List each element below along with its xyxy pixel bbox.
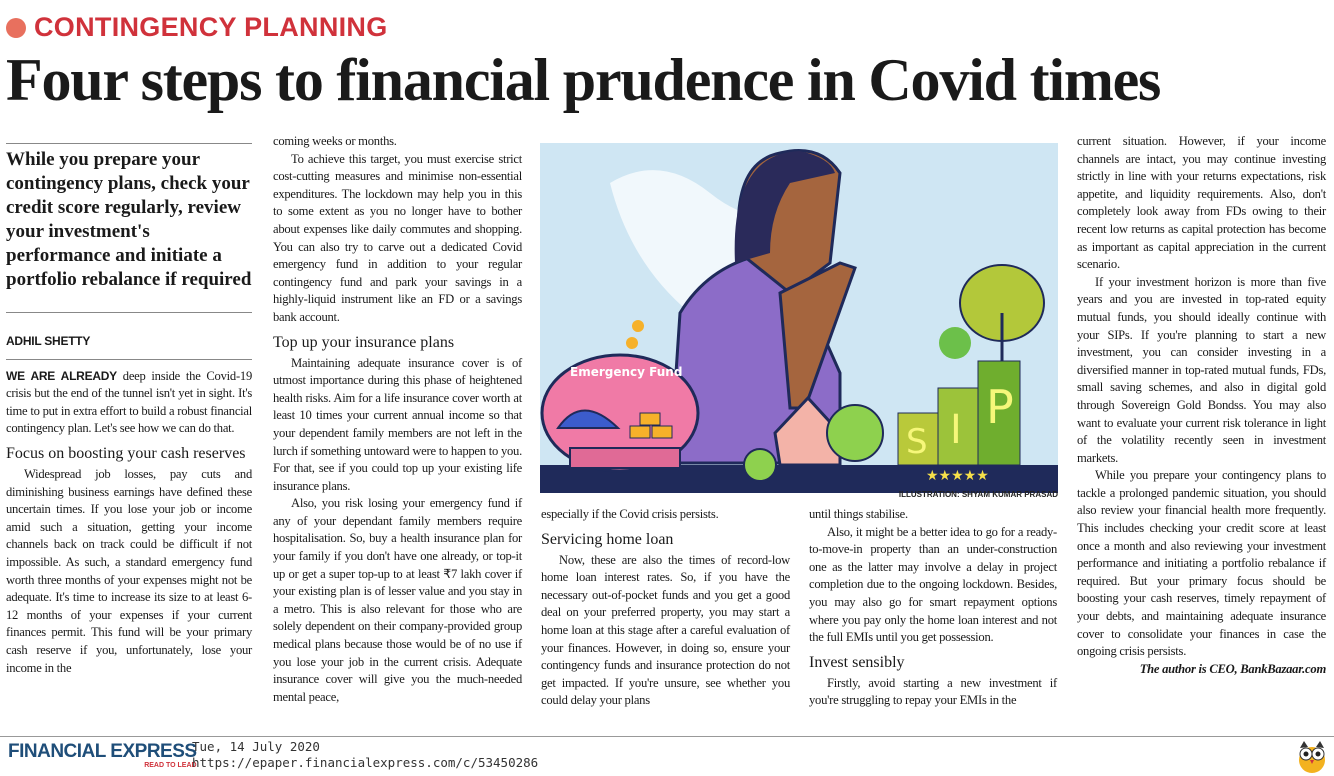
paragraph: To achieve this target, you must exercis…: [273, 151, 522, 324]
illustration: Emergency Fund S I P ★★★★★: [540, 143, 1058, 493]
headline: Four steps to financial prudence in Covi…: [6, 47, 1161, 113]
paragraph: Firstly, avoid starting a new investment…: [809, 675, 1057, 708]
footer-divider: [0, 736, 1334, 737]
coin-icon: [632, 320, 644, 332]
umbrella-icon: [556, 409, 621, 429]
sip-bar-p: [977, 360, 1021, 466]
subheading: Invest sensibly: [809, 653, 905, 671]
gold-bar-icon: [639, 412, 661, 426]
paragraph: current situation. However, if your inco…: [1077, 134, 1326, 272]
financial-express-logo[interactable]: FINANCIAL EXPRESS READ TO LEAD: [8, 741, 197, 770]
paragraph: Also, you risk losing your emergency fun…: [273, 496, 522, 704]
paragraph: until things stabilise.: [809, 507, 908, 521]
tree-icon: [939, 327, 971, 359]
bush-icon: [743, 448, 777, 482]
sip-letter: S: [906, 422, 928, 462]
section-kicker: CONTINGENCY PLANNING: [6, 12, 388, 43]
lead-in: WE ARE ALREADY: [6, 368, 117, 383]
bullet-dot-icon: [6, 17, 26, 38]
subheading: Top up your insurance plans: [273, 333, 455, 351]
epaper-url[interactable]: https://epaper.financialexpress.com/c/53…: [192, 755, 539, 770]
article-column-3: especially if the Covid crisis persists.…: [541, 506, 790, 710]
byline: ADHIL SHETTY: [6, 325, 252, 360]
illustration-credit: ILLUSTRATION: SHYAM KUMAR PRASAD: [898, 490, 1058, 499]
paragraph: coming weeks or months.: [273, 134, 397, 148]
author-note: The author is CEO, BankBazaar.com: [1139, 661, 1327, 676]
piggy-bank: [540, 353, 700, 473]
emergency-fund-label: Emergency Fund: [570, 365, 682, 379]
lead-paragraph: WE ARE ALREADY deep inside the Covid-19 …: [6, 368, 252, 438]
sip-bar-s: [897, 412, 939, 466]
rating-stars: ★★★★★: [926, 469, 989, 484]
publication-date: Tue, 14 July 2020: [192, 739, 320, 754]
paragraph: Also, it might be a better idea to go fo…: [809, 524, 1057, 645]
article-column-4: until things stabilise. Also, it might be…: [809, 506, 1057, 710]
sip-letter: P: [986, 380, 1014, 434]
paragraph: Now, these are also the times of record-…: [541, 552, 790, 708]
tree-icon: [826, 404, 884, 462]
paragraph: Maintaining adequate insurance cover is …: [273, 355, 522, 493]
piggy-legs: [569, 447, 681, 469]
man-arm: [778, 261, 857, 410]
subheading: Servicing home loan: [541, 530, 674, 548]
paragraph: especially if the Covid crisis persists.: [541, 507, 719, 521]
gold-bar-icon: [651, 425, 673, 439]
paragraph: If your investment horizon is more than …: [1077, 274, 1326, 465]
paragraph: While you prepare your contingency plans…: [1077, 468, 1326, 659]
article-column-5: current situation. However, if your inco…: [1077, 133, 1326, 678]
article-column-1: While you prepare your contingency plans…: [6, 143, 252, 677]
owl-mascot-icon: [1299, 741, 1325, 773]
coin-icon: [626, 337, 638, 349]
sip-letter: I: [950, 407, 962, 453]
logo-brand: FINANCIAL EXPRESS: [8, 741, 197, 762]
page-meta: Tue, 14 July 2020 https://epaper.financi…: [192, 739, 538, 771]
man-hair: [734, 151, 835, 263]
sip-bar-i: [937, 387, 979, 466]
article-column-2: coming weeks or months. To achieve this t…: [273, 133, 522, 706]
subheading: Focus on boosting your cash reserves: [6, 444, 246, 462]
paragraph-text: deep inside the Covid-19 crisis but the …: [6, 368, 252, 436]
kicker-text: CONTINGENCY PLANNING: [34, 12, 388, 42]
gold-bar-icon: [629, 425, 651, 439]
paragraph: Widespread job losses, pay cuts and dimi…: [6, 466, 252, 675]
logo-tagline: READ TO LEAD: [144, 762, 197, 769]
dek: While you prepare your contingency plans…: [6, 143, 252, 313]
